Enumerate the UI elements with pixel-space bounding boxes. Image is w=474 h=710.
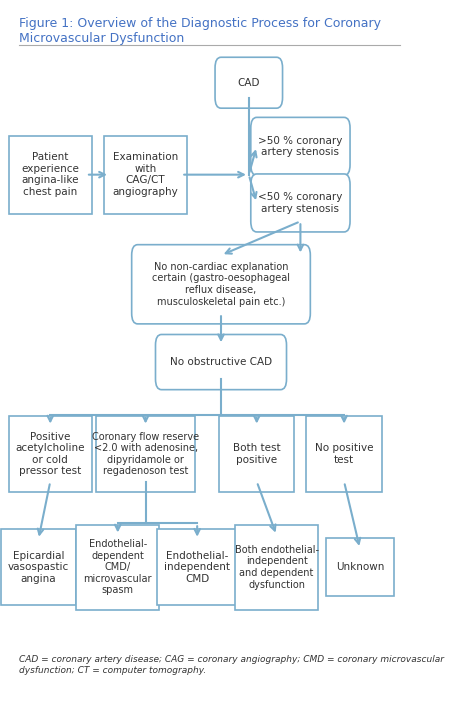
Text: Patient
experience
angina-like
chest pain: Patient experience angina-like chest pai… <box>21 152 79 197</box>
Text: Figure 1: Overview of the Diagnostic Process for Coronary
Microvascular Dysfunct: Figure 1: Overview of the Diagnostic Pro… <box>18 17 381 45</box>
Text: No positive
test: No positive test <box>315 443 374 465</box>
Text: Both endothelial-
independent
and dependent
dysfunction: Both endothelial- independent and depend… <box>235 545 319 589</box>
Text: Endothelial-
independent
CMD: Endothelial- independent CMD <box>164 550 230 584</box>
FancyBboxPatch shape <box>9 416 92 492</box>
FancyBboxPatch shape <box>9 136 92 214</box>
Text: CAD: CAD <box>237 77 260 88</box>
Text: <50 % coronary
artery stenosis: <50 % coronary artery stenosis <box>258 192 343 214</box>
Text: Coronary flow reserve
<2.0 with adenosine,
dipyridamole or
regadenoson test: Coronary flow reserve <2.0 with adenosin… <box>92 432 199 476</box>
FancyBboxPatch shape <box>251 174 350 232</box>
FancyBboxPatch shape <box>251 117 350 175</box>
Text: CAD = coronary artery disease; CAG = coronary angiography; CMD = coronary microv: CAD = coronary artery disease; CAG = cor… <box>18 655 444 674</box>
FancyBboxPatch shape <box>306 416 382 492</box>
FancyBboxPatch shape <box>219 416 294 492</box>
Text: Endothelial-
dependent
CMD/
microvascular
spasm: Endothelial- dependent CMD/ microvascula… <box>83 539 152 596</box>
Text: >50 % coronary
artery stenosis: >50 % coronary artery stenosis <box>258 136 343 157</box>
FancyBboxPatch shape <box>104 136 187 214</box>
FancyBboxPatch shape <box>155 334 286 390</box>
FancyBboxPatch shape <box>132 245 310 324</box>
FancyBboxPatch shape <box>96 416 195 492</box>
Text: Epicardial
vasospastic
angina: Epicardial vasospastic angina <box>8 550 69 584</box>
Text: Positive
acetylcholine
or cold
pressor test: Positive acetylcholine or cold pressor t… <box>16 432 85 476</box>
Text: Examination
with
CAG/CT
angiography: Examination with CAG/CT angiography <box>113 152 178 197</box>
Text: Both test
positive: Both test positive <box>233 443 281 465</box>
Text: No non-cardiac explanation
certain (gastro-oesophageal
reflux disease,
musculosk: No non-cardiac explanation certain (gast… <box>152 262 290 307</box>
FancyBboxPatch shape <box>215 58 283 108</box>
FancyBboxPatch shape <box>76 525 159 610</box>
FancyBboxPatch shape <box>326 538 394 596</box>
FancyBboxPatch shape <box>157 529 237 606</box>
FancyBboxPatch shape <box>0 529 76 606</box>
Text: Unknown: Unknown <box>336 562 384 572</box>
Text: No obstructive CAD: No obstructive CAD <box>170 357 272 367</box>
FancyBboxPatch shape <box>235 525 318 610</box>
